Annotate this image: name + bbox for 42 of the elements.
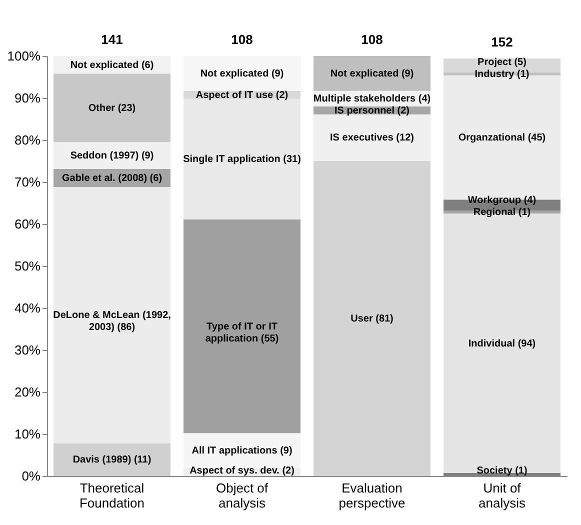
annotation: 108 — [231, 32, 253, 47]
annotation: Multiple stakeholders (4) — [313, 93, 431, 104]
x-tick-label: Evaluation perspective — [338, 480, 406, 510]
annotation: All IT applications (9) — [192, 446, 292, 457]
y-tick-label: 80% — [14, 132, 41, 148]
annotation: Not explicated (9) — [200, 68, 284, 80]
annotation: User (81) — [350, 314, 394, 324]
y-tick-label: 70% — [14, 174, 41, 190]
annotation: Other (23) — [88, 102, 136, 114]
annotation: IS executives (12) — [330, 132, 414, 144]
annotation: Not explicated (9) — [330, 68, 414, 80]
annotation: Society (1) — [476, 466, 528, 477]
annotation: Project (5) — [478, 56, 526, 68]
annotation: Industry (1) — [474, 68, 530, 80]
y-tick-label: 50% — [14, 258, 41, 274]
y-tick-label: 100% — [7, 48, 41, 64]
y-tick-label: 90% — [14, 90, 41, 106]
annotation: Aspect of sys. dev. (2) — [190, 466, 294, 477]
y-tick-label: 0% — [22, 468, 41, 484]
y-tick-label: 40% — [14, 300, 41, 316]
annotation: Aspect of IT use (2) — [196, 90, 288, 101]
annotation: Type of IT or IT application (55) — [205, 321, 279, 344]
annotation: Regional (1) — [473, 207, 531, 218]
annotation: 152 — [491, 34, 513, 50]
annotation: Seddon (1997) (9) — [70, 150, 154, 162]
y-tick-label: 30% — [14, 342, 41, 358]
annotation: Not explicated (6) — [70, 60, 154, 71]
annotation: Gable et al. (2008) (6) — [62, 173, 162, 184]
y-tick-label: 20% — [14, 384, 41, 400]
x-tick-label: Object of analysis — [216, 480, 268, 510]
annotation: Individual (94) — [468, 338, 536, 350]
annotation: IS personnel (2) — [334, 105, 410, 116]
annotation: 141 — [101, 32, 123, 47]
annotation: Davis (1989) (11) — [72, 454, 152, 466]
annotation: Organzational (45) — [458, 132, 546, 144]
y-tick-label: 60% — [14, 216, 41, 232]
x-tick-label: Theoretical Foundation — [79, 480, 145, 510]
annotation: DeLone & McLean (1992, 2003) (86) — [53, 310, 172, 334]
annotation: 108 — [361, 32, 383, 47]
annotation: Single IT application (31) — [183, 154, 301, 166]
x-tick-label: Unit of analysis — [478, 480, 526, 510]
y-tick-label: 10% — [14, 426, 41, 442]
